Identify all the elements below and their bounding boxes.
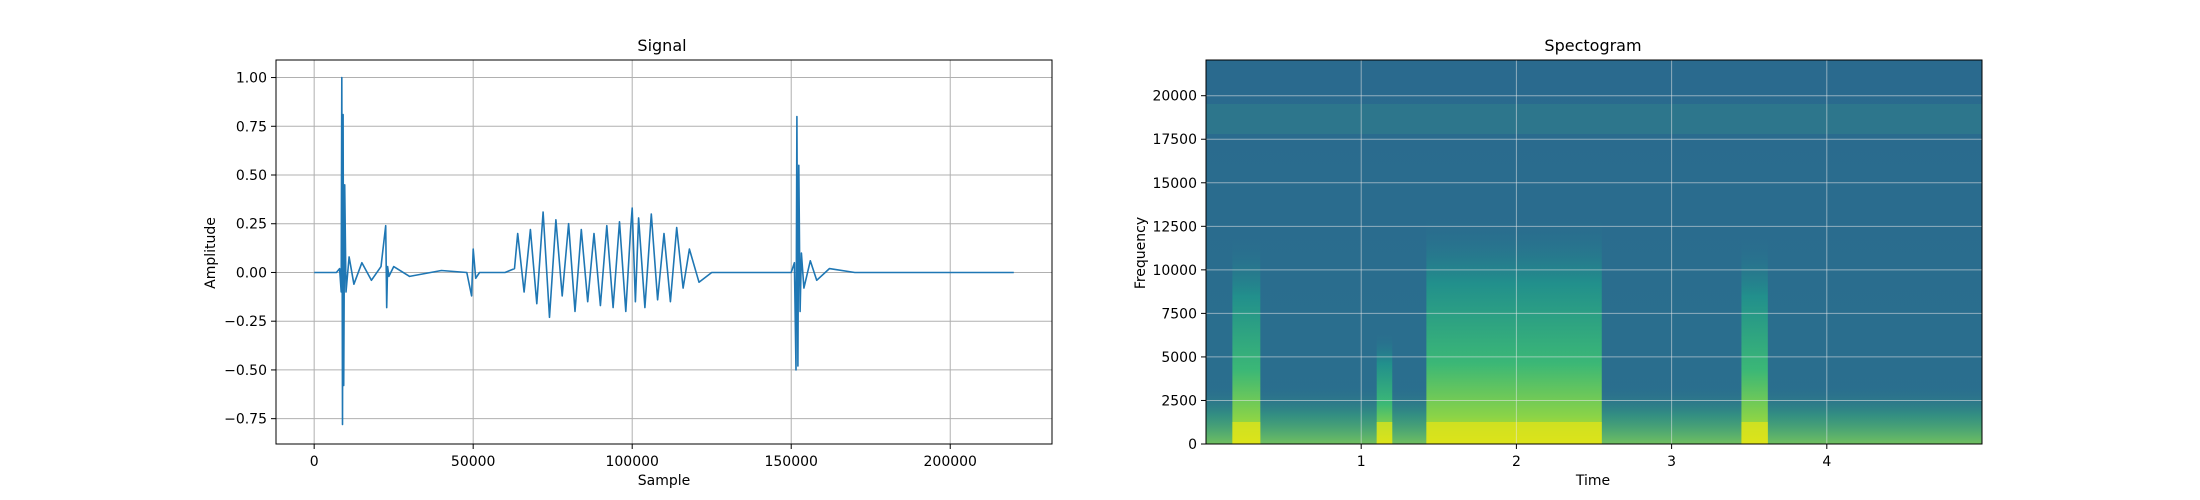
signal-y-tick-label: −0.25 xyxy=(224,314,267,330)
spectrogram-y-tick-label: 10000 xyxy=(1152,263,1197,279)
spectrogram-y-ticks: 0 2500 5000 7500 10000 12500 15000 17500 20000 xyxy=(1152,89,1206,453)
signal-x-tick-label: 0 xyxy=(310,454,319,470)
spectrogram-events xyxy=(1232,213,1768,444)
spectrogram-y-tick-label: 0 xyxy=(1188,437,1197,453)
spectrogram-event-low-energy xyxy=(1232,422,1261,444)
signal-y-tick-label: 0.75 xyxy=(236,119,267,135)
signal-y-tick-label: 0.00 xyxy=(236,265,267,281)
spectrogram-y-tick-label: 12500 xyxy=(1152,219,1197,235)
spectrogram-event-band xyxy=(1426,213,1602,444)
signal-waveform-line xyxy=(314,76,1014,426)
spectrogram-x-tick-label: 2 xyxy=(1512,454,1521,470)
spectrogram-event-band xyxy=(1376,328,1393,444)
spectrogram-y-tick-label: 5000 xyxy=(1161,350,1197,366)
spectrogram-x-axis-label: Time xyxy=(1575,473,1610,489)
signal-y-tick-label: 0.25 xyxy=(236,217,267,233)
spectrogram-y-tick-label: 15000 xyxy=(1152,176,1197,192)
spectrogram-y-tick-label: 7500 xyxy=(1161,306,1197,322)
spectrogram-y-tick-label: 20000 xyxy=(1152,89,1197,105)
spectrogram-y-tick-label: 2500 xyxy=(1161,393,1197,409)
signal-x-ticks: 0 50000 100000 150000 200000 xyxy=(310,444,977,470)
signal-line-series xyxy=(314,76,1014,426)
signal-y-tick-label: 0.50 xyxy=(236,168,267,184)
spectrogram-event-band xyxy=(1232,232,1261,444)
spectrogram-plot-frame xyxy=(1205,59,1983,445)
spectrogram-x-ticks: 1 2 3 4 xyxy=(1357,444,1831,470)
signal-x-tick-label: 50000 xyxy=(451,454,496,470)
spectrogram-title: Spectogram xyxy=(1544,36,1641,55)
signal-x-tick-label: 100000 xyxy=(605,454,658,470)
signal-chart: Signal 0 50000 100000 150000 200000 −0.75−0.… xyxy=(203,36,1053,489)
spectrogram-x-tick-label: 1 xyxy=(1357,454,1366,470)
signal-y-tick-label: −0.50 xyxy=(224,363,267,379)
signal-y-axis-label: Amplitude xyxy=(203,217,219,289)
signal-x-tick-label: 150000 xyxy=(764,454,817,470)
signal-x-tick-label: 200000 xyxy=(924,454,977,470)
spectrogram-y-axis-label: Frequency xyxy=(1133,217,1149,289)
spectrogram-event-low-energy xyxy=(1741,422,1768,444)
spectrogram-event-low-energy xyxy=(1426,422,1602,444)
spectrogram-chart: Spectogram xyxy=(1133,36,1983,489)
spectrogram-event-band xyxy=(1741,232,1768,444)
spectrogram-grid xyxy=(1206,60,1982,445)
spectrogram-event-low-energy xyxy=(1376,422,1393,444)
spectrogram-y-tick-label: 17500 xyxy=(1152,132,1197,148)
signal-y-ticks: −0.75 −0.50 −0.25 0.00 0.25 0.50 0.75 1.00 xyxy=(224,71,276,428)
signal-plot-frame xyxy=(275,59,1053,445)
signal-title: Signal xyxy=(637,36,686,55)
signal-x-axis-label: Sample xyxy=(638,473,691,489)
signal-y-tick-label: 1.00 xyxy=(236,71,267,87)
signal-grid xyxy=(276,60,1052,444)
signal-y-tick-label: −0.75 xyxy=(224,412,267,428)
spectrogram-x-tick-label: 4 xyxy=(1822,454,1831,470)
spectrogram-x-tick-label: 3 xyxy=(1667,454,1676,470)
spectrogram-high-band xyxy=(1206,104,1982,134)
